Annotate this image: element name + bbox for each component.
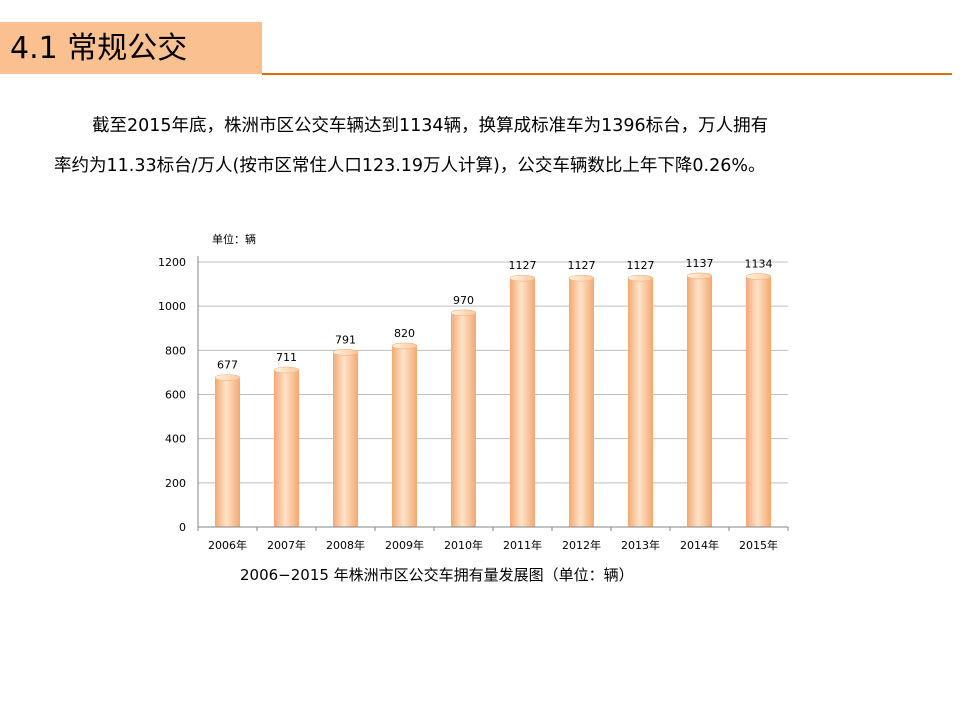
slide-title: 4.1 常规公交	[10, 31, 188, 66]
y-tick-label: 600	[165, 389, 186, 402]
data-label: 711	[276, 351, 297, 364]
y-tick-label: 1000	[158, 300, 186, 313]
x-axis-ticks: 2006年 2007年 2008年 2009年 2010年 2011年 2012年 2013年…	[208, 538, 778, 552]
y-tick-label: 400	[165, 433, 186, 446]
y-tick-label: 0	[179, 521, 186, 534]
unit-label: 单位：辆	[212, 232, 256, 246]
bar-cap	[686, 272, 713, 280]
axes	[197, 256, 789, 531]
bar-cap	[509, 274, 536, 282]
x-tick-label: 2010年	[444, 538, 483, 552]
data-label: 1127	[509, 259, 537, 272]
summary-paragraph: 截至2015年底，株洲市区公交车辆达到1134辆，换算成标准车为1396标台，万…	[54, 106, 934, 186]
x-tick-label: 2012年	[562, 538, 601, 552]
bar-cap	[627, 274, 654, 282]
bar-cap	[273, 366, 300, 374]
data-label: 1127	[568, 259, 596, 272]
bar	[215, 377, 240, 527]
y-tick-label: 200	[165, 477, 186, 490]
bar-cap	[568, 274, 595, 282]
title-underline	[262, 73, 952, 75]
data-label: 677	[217, 358, 238, 371]
title-band	[0, 22, 262, 74]
bar-chart: 单位：辆 0 200 400 600 800 1000 1200 677 711 791 820 9…	[158, 232, 789, 584]
bar-cap	[745, 273, 772, 280]
bar-cap	[450, 309, 477, 317]
data-label: 1134	[745, 258, 773, 271]
bar	[628, 278, 653, 527]
data-label: 791	[335, 333, 356, 346]
x-tick-label: 2013年	[621, 538, 660, 552]
bar	[687, 275, 712, 527]
y-tick-label: 1200	[158, 256, 186, 269]
x-tick-label: 2014年	[680, 538, 719, 552]
bar	[510, 278, 535, 527]
x-tick-label: 2011年	[503, 538, 542, 552]
bar-cap	[214, 374, 241, 381]
bar	[746, 276, 771, 527]
x-tick-label: 2008年	[326, 538, 365, 552]
bar	[333, 352, 358, 527]
x-tick-label: 2009年	[385, 538, 424, 552]
bar	[392, 345, 417, 527]
data-label: 1137	[686, 257, 714, 270]
data-label: 1127	[627, 259, 655, 272]
data-label: 820	[394, 327, 415, 340]
summary-line-2: 率约为11.33标台/万人(按市区常住人口123.19万人计算)，公交车辆数比上…	[54, 156, 766, 176]
bars: 677 711 791 820 970 1127 1127 1127 1137 1134	[214, 257, 773, 527]
bar	[274, 369, 299, 527]
data-label: 970	[453, 294, 474, 307]
x-tick-label: 2007年	[267, 538, 306, 552]
chart-container: 单位：辆 0 200 400 600 800 1000 1200 677 711 791 820 9…	[150, 225, 810, 595]
summary-line-1: 截至2015年底，株洲市区公交车辆达到1134辆，换算成标准车为1396标台，万…	[92, 116, 769, 136]
bar-cap	[391, 342, 418, 350]
bar	[451, 312, 476, 527]
bar	[569, 278, 594, 527]
chart-caption: 2006−2015 年株洲市区公交车拥有量发展图（单位：辆）	[240, 566, 634, 584]
y-axis-ticks: 0 200 400 600 800 1000 1200	[158, 256, 186, 534]
x-tick-label: 2006年	[208, 538, 247, 552]
y-tick-label: 800	[165, 344, 186, 357]
x-tick-label: 2015年	[739, 538, 778, 552]
bar-cap	[332, 349, 359, 356]
